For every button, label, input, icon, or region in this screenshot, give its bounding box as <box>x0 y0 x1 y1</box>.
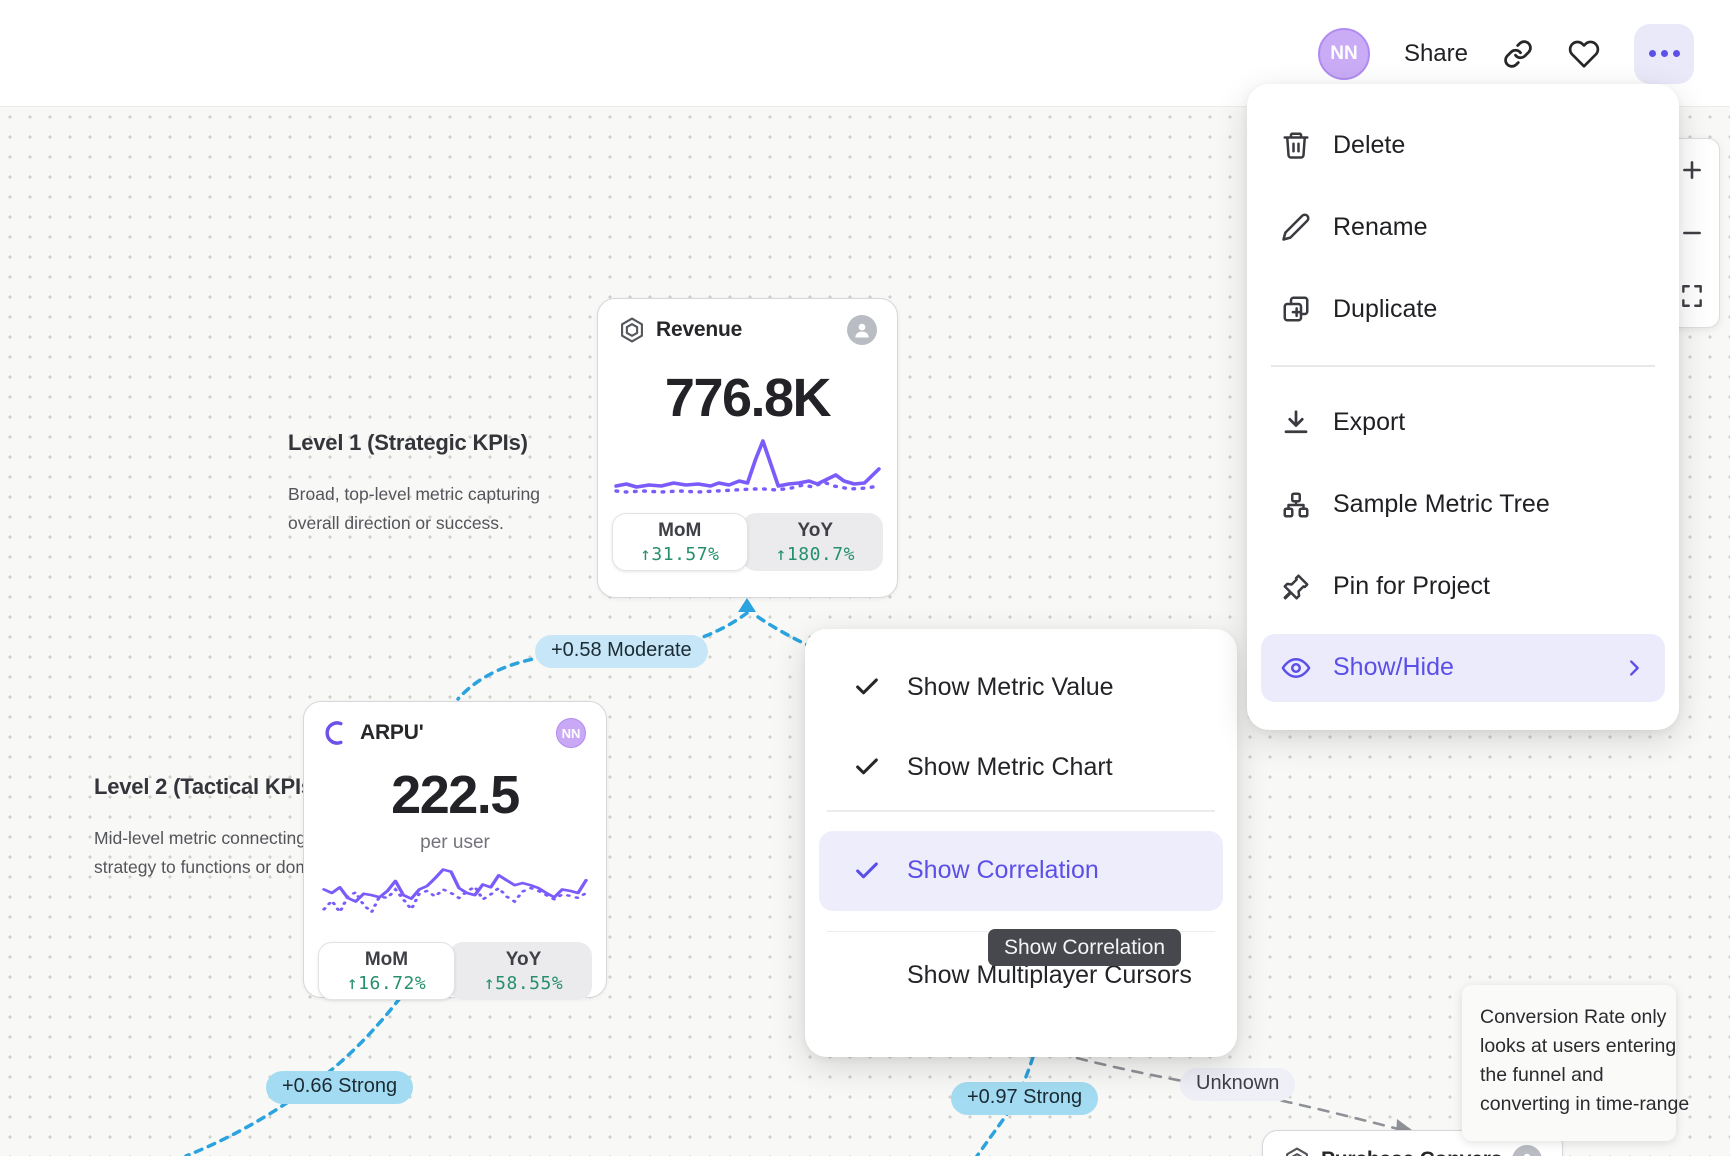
correlation-arrowhead <box>738 598 756 612</box>
check-icon <box>856 678 878 695</box>
purchase-card-header: Purchase Conversion R <box>1277 1145 1548 1156</box>
person-icon <box>855 323 869 338</box>
submenu-item-show-metric-chart[interactable]: Show Metric Chart <box>819 727 1223 807</box>
arpu-stats: MoM ↑16.72% YoY ↑58.55% <box>318 942 592 1000</box>
pushpin-icon <box>1283 574 1309 599</box>
submenu-item-show-metric-value[interactable]: Show Metric Value <box>819 647 1223 727</box>
revenue-card-header: Revenue <box>612 315 883 345</box>
revenue-stats: MoM ↑31.57% YoY ↑180.7% <box>612 513 883 571</box>
favorite-button[interactable] <box>1568 38 1600 70</box>
menu-item-delete[interactable]: Delete <box>1261 104 1665 186</box>
check-icon <box>856 758 878 775</box>
arpu-value: 222.5 <box>391 765 520 825</box>
download-icon <box>1284 409 1308 433</box>
level2-annotation: Level 2 (Tactical KPIs Mid-level metric … <box>94 774 320 882</box>
arpu-card-header: ARPU' NN <box>318 718 592 748</box>
level1-description: Broad, top-level metric capturing overal… <box>288 484 540 533</box>
correlation-badge-moderate[interactable]: +0.58 Moderate <box>535 635 708 668</box>
revenue-yoy-pill[interactable]: YoY ↑180.7% <box>741 513 883 571</box>
menu-divider <box>1271 365 1655 367</box>
show-hide-submenu: Show Metric Value Show Metric Chart Show… <box>805 629 1237 1057</box>
zoom-in-icon[interactable] <box>1679 157 1705 183</box>
level2-description: Mid-level metric connecting strategy to … <box>94 828 320 877</box>
more-options-menu: Delete Rename Duplicate Export <box>1247 84 1679 730</box>
metric-hexagon-icon <box>621 317 643 343</box>
metric-hexagon-icon <box>1286 1147 1308 1156</box>
menu-item-duplicate[interactable]: Duplicate <box>1261 268 1665 350</box>
heart-icon <box>1568 40 1600 68</box>
zoom-out-icon[interactable] <box>1679 220 1705 246</box>
purchase-owner-avatar[interactable] <box>1512 1145 1542 1156</box>
level2-title: Level 2 (Tactical KPIs <box>94 774 313 799</box>
menu-item-rename[interactable]: Rename <box>1261 186 1665 268</box>
level1-title: Level 1 (Strategic KPIs) <box>288 430 528 455</box>
pencil-icon <box>1282 213 1310 241</box>
eye-icon <box>1281 657 1311 678</box>
menu-item-show-hide[interactable]: Show/Hide <box>1261 633 1665 702</box>
link-icon <box>1504 39 1532 68</box>
more-options-button[interactable] <box>1634 23 1694 84</box>
user-avatar[interactable]: NN <box>1317 27 1370 80</box>
revenue-sparkline <box>614 439 881 494</box>
conversion-rate-note[interactable]: Conversion Rate only looks at users ente… <box>1462 985 1689 1141</box>
revenue-value: 776.8K <box>664 368 832 428</box>
correlation-badge-strong-left[interactable]: +0.66 Strong <box>266 1071 414 1104</box>
menu-item-export[interactable]: Export <box>1261 382 1665 464</box>
person-icon <box>1523 1153 1531 1156</box>
fit-view-icon[interactable] <box>1679 283 1705 309</box>
menu-item-pin-for-project[interactable]: Pin for Project <box>1261 546 1665 628</box>
submenu-item-show-correlation[interactable]: Show Correlation <box>819 830 1223 911</box>
arpu-sparkline <box>322 868 588 916</box>
metric-card-arpu[interactable]: ARPU' NN 222.5 per user MoM ↑16.72% YoY … <box>303 701 607 1000</box>
metric-tree-icon <box>1283 492 1309 517</box>
correlation-badge-unknown[interactable]: Unknown <box>1180 1068 1296 1101</box>
show-correlation-tooltip: Show Correlation <box>988 929 1182 966</box>
chevron-right-icon <box>1630 659 1639 676</box>
share-button[interactable]: Share <box>1403 39 1468 67</box>
level1-annotation: Level 1 (Strategic KPIs) Broad, top-leve… <box>288 430 540 538</box>
duplicate-icon <box>1283 296 1309 322</box>
revenue-card-title: Revenue <box>656 318 743 341</box>
revenue-owner-avatar[interactable] <box>847 315 877 345</box>
metric-crescent-icon <box>325 721 343 745</box>
check-icon <box>856 861 878 878</box>
arpu-unit: per user <box>420 832 490 853</box>
menu-item-sample-metric-tree[interactable]: Sample Metric Tree <box>1261 464 1665 546</box>
purchase-card-title: Purchase Conversion R <box>1321 1148 1502 1156</box>
ellipsis-icon <box>1648 50 1656 57</box>
arpu-owner-avatar[interactable]: NN <box>556 718 586 748</box>
correlation-badge-strong-right[interactable]: +0.97 Strong <box>951 1082 1099 1115</box>
arpu-yoy-pill[interactable]: YoY ↑58.55% <box>449 942 592 1000</box>
trash-icon <box>1283 132 1309 159</box>
revenue-mom-pill[interactable]: MoM ↑31.57% <box>612 513 748 571</box>
submenu-divider <box>827 810 1215 812</box>
metric-card-revenue[interactable]: Revenue 776.8K MoM ↑31.57% YoY ↑180.7% <box>597 298 898 598</box>
arpu-card-title: ARPU' <box>360 721 424 744</box>
copy-link-button[interactable] <box>1502 38 1534 70</box>
arpu-mom-pill[interactable]: MoM ↑16.72% <box>318 942 455 1000</box>
